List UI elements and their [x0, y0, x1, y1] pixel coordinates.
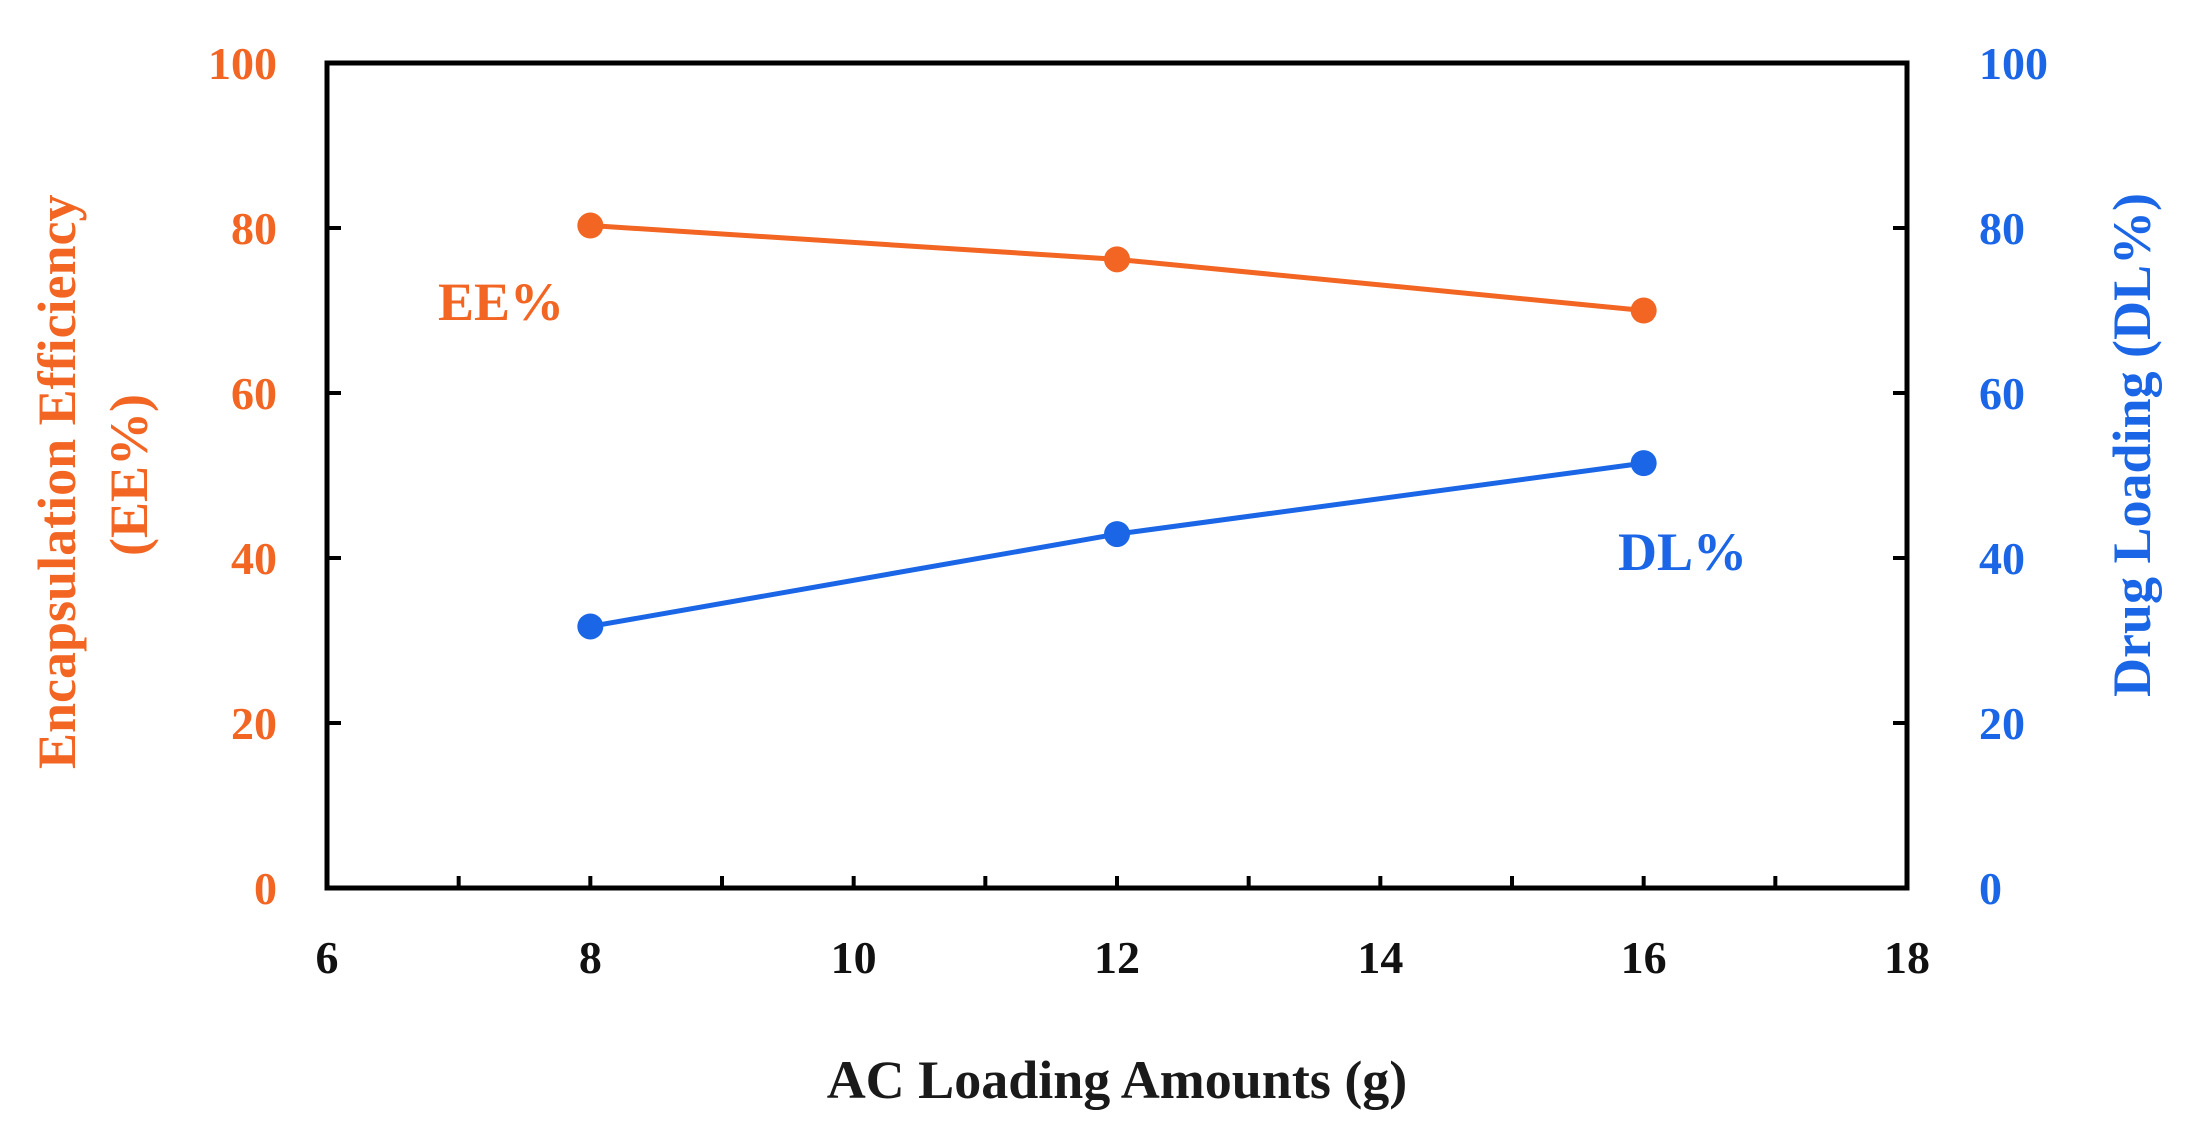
x-tick-label: 18 [1884, 932, 1930, 983]
x-tick-label: 12 [1094, 932, 1140, 983]
y-left-tick-label: 20 [231, 698, 277, 749]
series-label-ee: EE% [438, 272, 564, 332]
data-point-dl [1630, 450, 1657, 477]
x-tick-label: 6 [316, 932, 339, 983]
data-point-ee [1104, 246, 1130, 273]
data-point-ee [1630, 297, 1657, 324]
right-y-axis-title: Drug Loading (DL%) [2102, 193, 2162, 697]
data-point-dl [577, 613, 604, 640]
left-y-axis-title: Encapsulation Efficiency (EE%) [27, 181, 159, 769]
series-points [577, 212, 1657, 640]
y-left-tick-label: 40 [231, 533, 277, 584]
x-tick-label: 16 [1621, 932, 1667, 983]
plot-frame [324, 60, 1910, 891]
x-tick-label: 14 [1357, 932, 1403, 983]
y-right-tick-label: 40 [1979, 533, 2025, 584]
y-left-tick-label: 100 [208, 38, 277, 89]
y-right-tick-label: 100 [1979, 38, 2048, 89]
data-point-dl [1104, 521, 1130, 548]
y-left-tick-label: 80 [231, 203, 277, 254]
left-y-tick-labels: 0 20 40 60 80 100 [208, 38, 277, 914]
y-right-tick-label: 0 [1979, 863, 2002, 914]
data-point-ee [577, 212, 604, 239]
left-y-axis-title-line2: (EE%) [99, 394, 159, 556]
y-left-tick-label: 0 [254, 863, 277, 914]
x-tick-label: 8 [579, 932, 602, 983]
x-axis-title: AC Loading Amounts (g) [827, 1050, 1408, 1110]
x-tick-labels: 6 8 10 12 14 16 18 [316, 932, 1931, 983]
x-tick-label: 10 [831, 932, 877, 983]
right-y-tick-labels: 0 20 40 60 80 100 [1979, 38, 2048, 914]
y-right-tick-label: 60 [1979, 368, 2025, 419]
y-left-tick-label: 60 [231, 368, 277, 419]
y-right-tick-label: 20 [1979, 698, 2025, 749]
left-y-axis-title-line1: Encapsulation Efficiency [27, 194, 87, 769]
y-right-tick-label: 80 [1979, 203, 2025, 254]
series-label-dl: DL% [1618, 522, 1747, 582]
